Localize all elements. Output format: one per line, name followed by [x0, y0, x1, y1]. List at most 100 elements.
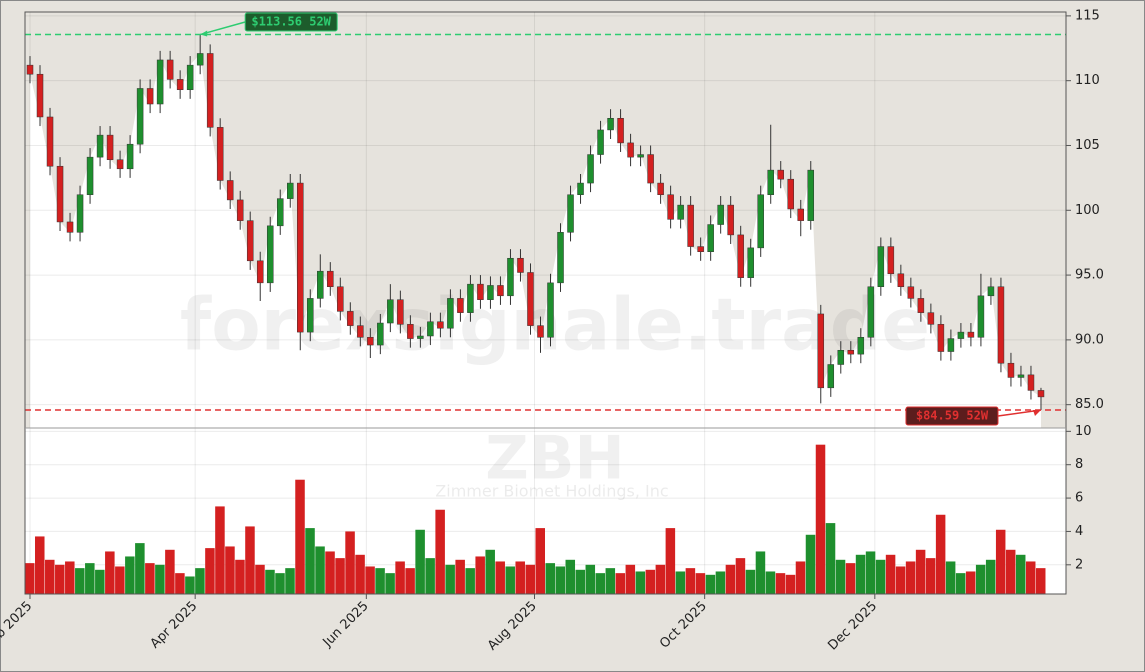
candle-body [437, 321, 444, 329]
volume-bar [125, 556, 135, 594]
annotation-label: $84.59 52W [916, 409, 989, 423]
volume-bar [575, 569, 586, 594]
volume-bar [485, 549, 495, 594]
volume-bar [155, 564, 165, 594]
y-tick-label: 105 [1075, 138, 1100, 153]
candle-body [647, 154, 654, 184]
candle-body [276, 198, 284, 227]
candle-body [967, 331, 975, 338]
y-tick-label: 95.0 [1075, 268, 1104, 283]
volume-bar [495, 561, 505, 594]
candle-body [246, 220, 254, 262]
candle-body [357, 325, 364, 338]
candle-body [657, 182, 664, 195]
candle-body [256, 260, 264, 284]
volume-bar [1015, 554, 1026, 594]
candle-body [607, 118, 614, 131]
candle-body [717, 204, 724, 225]
volume-tick-label: 6 [1075, 491, 1083, 506]
volume-bar [915, 549, 926, 594]
volume-bar [905, 561, 916, 594]
candle-body [236, 199, 244, 221]
candle-body [467, 283, 474, 313]
watermark-company: Zimmer Biomet Holdings, Inc [435, 482, 668, 501]
candle-body [327, 270, 334, 287]
candle-body [707, 224, 714, 253]
volume-bar [855, 554, 866, 594]
candle-body [547, 282, 554, 338]
candle-body [266, 225, 274, 284]
volume-bar [335, 558, 345, 594]
candle-body [867, 286, 875, 338]
candle-body [76, 194, 84, 233]
candle-body [297, 182, 304, 333]
annotation-label: $113.56 52W [251, 15, 331, 29]
volume-bar [875, 559, 886, 594]
candle-body [397, 299, 404, 325]
volume-bar [655, 564, 666, 594]
annotation-box [905, 406, 999, 426]
y-tick-label: 85.0 [1075, 397, 1104, 412]
volume-bar [135, 543, 145, 594]
candle-body [287, 182, 294, 199]
volume-bar [885, 554, 896, 594]
volume-bar [25, 563, 35, 594]
volume-bar [965, 571, 976, 594]
candle-body [777, 169, 784, 180]
candle-body [927, 312, 935, 325]
volume-bar [105, 551, 115, 594]
candle-body [1037, 390, 1045, 398]
candle-body [957, 331, 965, 339]
candle-body [337, 286, 344, 312]
candle-body [977, 295, 985, 338]
volume-bar [435, 509, 445, 594]
volume-bar [275, 573, 285, 594]
candle-body [427, 321, 434, 337]
volume-bar [1005, 549, 1016, 594]
volume-bar [175, 573, 185, 594]
candle-body [497, 285, 504, 297]
volume-bar [925, 558, 936, 594]
volume-bar [565, 559, 576, 594]
candle-body [797, 208, 804, 221]
candle-body [537, 325, 544, 338]
candle-body [487, 285, 494, 300]
volume-bar [1035, 568, 1046, 594]
candle-body [387, 299, 394, 324]
annotation-arrow [199, 21, 246, 36]
volume-bar [95, 569, 105, 594]
volume-bar [115, 566, 125, 594]
candle-body [687, 204, 694, 247]
volume-bar [415, 529, 425, 594]
candle-body [66, 221, 74, 233]
candle-body [166, 59, 174, 80]
volume-bar [515, 561, 525, 594]
volume-bar [405, 568, 415, 594]
volume-bar [945, 561, 956, 594]
volume-bar [385, 573, 395, 594]
candle-body [937, 324, 945, 352]
volume-bar [725, 564, 736, 594]
volume-tick-label: 4 [1075, 524, 1083, 539]
volume-bar [85, 563, 95, 594]
candle-body [767, 169, 774, 195]
y-tick-label: 90.0 [1075, 332, 1104, 347]
volume-bar [455, 559, 465, 594]
candle-body [317, 270, 324, 299]
candle-body [807, 169, 815, 221]
volume-bar [475, 556, 485, 594]
candle-body [457, 298, 464, 313]
candle-body [86, 156, 94, 195]
y-tick-label: 100 [1075, 203, 1100, 218]
volume-bar [395, 561, 405, 594]
candle-body [557, 232, 564, 284]
volume-bar [765, 571, 776, 594]
volume-bar [305, 528, 315, 594]
candle-body [737, 234, 744, 278]
volume-bar [865, 551, 876, 594]
candle-body [837, 349, 845, 365]
candle-body [96, 134, 104, 158]
volume-bar [705, 574, 716, 594]
candle-body [587, 154, 594, 184]
volume-bar [615, 573, 626, 594]
